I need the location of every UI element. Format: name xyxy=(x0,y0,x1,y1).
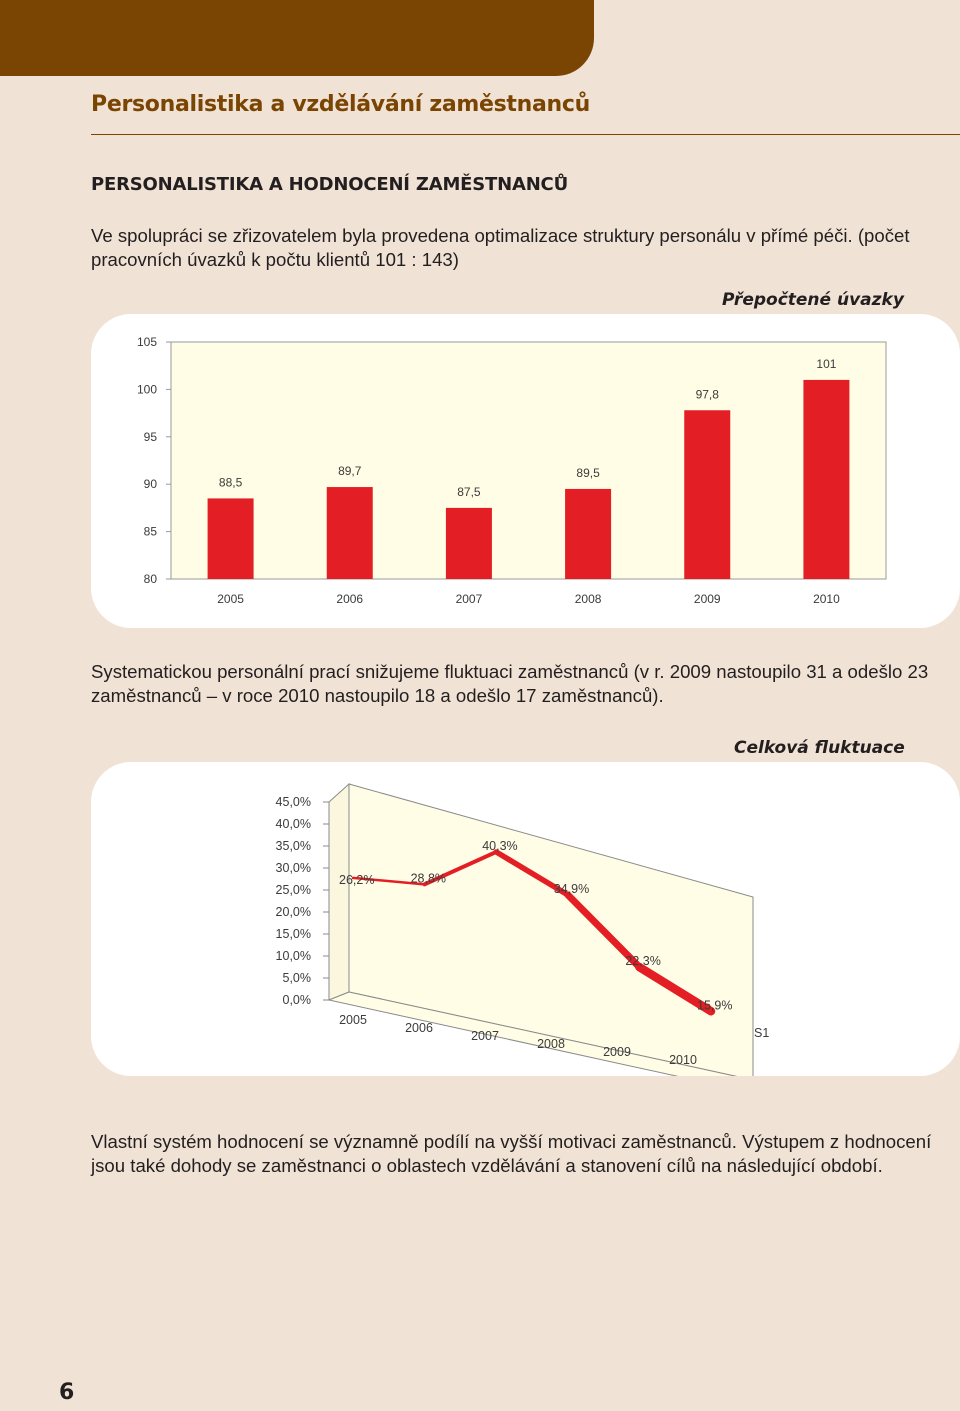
bar-value-label: 89,5 xyxy=(576,466,600,480)
y-tick-label: 95 xyxy=(144,430,158,444)
bar xyxy=(207,498,254,579)
bar-chart-title: Přepočtené úvazky xyxy=(722,290,904,310)
data-label: 28,8% xyxy=(411,871,446,885)
line-segment xyxy=(493,849,571,898)
side-wall xyxy=(328,782,350,1001)
floor xyxy=(327,991,737,1076)
bar-value-label: 101 xyxy=(816,357,836,371)
bar-value-label: 97,8 xyxy=(696,387,720,401)
x-tick-label: 2005 xyxy=(339,1013,367,1027)
bar xyxy=(684,410,731,579)
data-label: 15,9% xyxy=(697,998,732,1012)
y-tick-label: 0,0% xyxy=(283,993,312,1007)
y-tick-label: 10,0% xyxy=(276,949,311,963)
x-tick-label: 2006 xyxy=(336,592,363,606)
subheading: PERSONALISTIKA A HODNOCENÍ ZAMĚSTNANCŮ xyxy=(91,174,568,195)
x-tick-label: 2006 xyxy=(405,1021,433,1035)
y-tick-label: 15,0% xyxy=(276,927,311,941)
intro-paragraph: Ve spolupráci se zřizovatelem byla prove… xyxy=(91,225,910,270)
x-tick-label: 2009 xyxy=(603,1045,631,1059)
bar-chart: 80 85 90 95 100 105 88,5 2005 89,7 2006 87,5 2007 89… xyxy=(137,335,887,606)
x-tick-label: 2007 xyxy=(456,592,483,606)
page-number: 6 xyxy=(59,1380,75,1405)
bar-value-label: 89,7 xyxy=(338,464,362,478)
x-tick-label: 2010 xyxy=(813,592,840,606)
bar xyxy=(803,379,850,579)
line-chart-title: Celková fluktuace xyxy=(734,738,905,758)
line-segment xyxy=(564,891,643,971)
x-tick-label: 2010 xyxy=(669,1053,697,1067)
y-tick-label: 90 xyxy=(144,477,158,491)
x-tick-label: 2007 xyxy=(471,1029,499,1043)
section-title: Personalistika a vzdělávání zaměstnanců xyxy=(91,92,591,117)
line-chart: 0,0% 5,0% 10,0% 15,0% 20,0% 25,0% 30,0% 35,0% 40… xyxy=(276,782,769,1076)
x-tick-label: 2008 xyxy=(537,1037,565,1051)
data-label: 26,2% xyxy=(339,873,374,887)
header-tab xyxy=(0,0,594,76)
line-segment xyxy=(351,876,426,886)
y-tick-label: 35,0% xyxy=(276,839,311,853)
y-tick-label: 45,0% xyxy=(276,795,311,809)
data-label: 22,3% xyxy=(625,954,660,968)
y-tick-label: 40,0% xyxy=(276,817,311,831)
data-label: 40,3% xyxy=(482,839,517,853)
y-tick-label: 80 xyxy=(144,572,158,586)
evaluation-paragraph: Vlastní systém hodnocení se významně pod… xyxy=(91,1131,932,1176)
y-tick-label: 100 xyxy=(137,382,157,396)
x-tick-label: 2005 xyxy=(217,592,244,606)
y-tick-label: 5,0% xyxy=(283,971,312,985)
x-tick-label: 2008 xyxy=(575,592,602,606)
y-tick-label: 30,0% xyxy=(276,861,311,875)
depth-axis-label: S1 xyxy=(754,1026,769,1040)
y-tick-label: 25,0% xyxy=(276,883,311,897)
fluctuation-paragraph: Systematickou personální prací snižujeme… xyxy=(91,661,929,706)
bar-chart-panel: 80 85 90 95 100 105 88,5 2005 89,7 2006 87,5 2007 89… xyxy=(91,314,960,628)
data-label: 34,9% xyxy=(554,882,589,896)
y-tick-label: 20,0% xyxy=(276,905,311,919)
bar-value-label: 87,5 xyxy=(457,485,481,499)
x-tick-label: 2009 xyxy=(694,592,721,606)
bar xyxy=(565,488,612,579)
line-segment xyxy=(422,849,499,887)
bar xyxy=(326,487,373,579)
title-divider xyxy=(91,134,960,135)
line-chart-panel: 0,0% 5,0% 10,0% 15,0% 20,0% 25,0% 30,0% 35,0% 40… xyxy=(91,762,960,1076)
y-tick-label: 85 xyxy=(144,525,158,539)
bar xyxy=(445,507,492,579)
bar-value-label: 88,5 xyxy=(219,475,243,489)
plot-area xyxy=(170,341,887,580)
y-tick-label: 105 xyxy=(137,335,157,349)
line-segment xyxy=(635,962,716,1016)
